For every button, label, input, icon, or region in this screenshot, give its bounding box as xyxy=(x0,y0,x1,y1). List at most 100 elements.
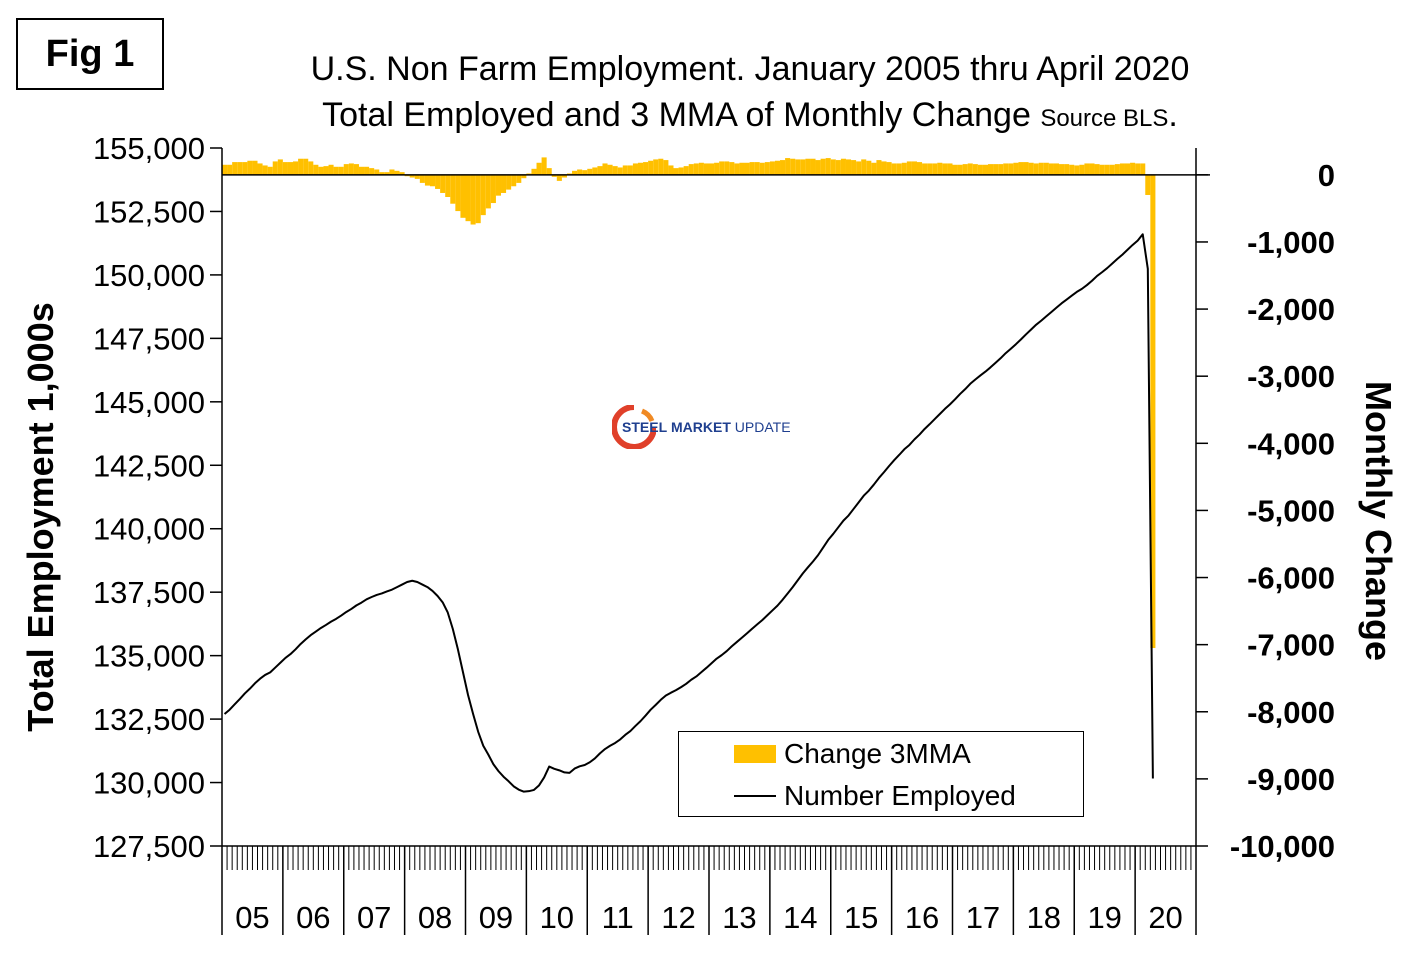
bar-change-3mma xyxy=(911,161,917,175)
x-year-label: 17 xyxy=(966,900,1000,935)
x-year-label: 15 xyxy=(844,900,878,935)
bar-change-3mma xyxy=(1074,165,1080,175)
bar-change-3mma xyxy=(227,164,233,175)
bar-change-3mma xyxy=(1033,163,1039,175)
bar-change-3mma xyxy=(399,172,405,175)
bar-change-3mma xyxy=(501,174,507,193)
bar-change-3mma xyxy=(308,161,314,175)
bar-change-3mma xyxy=(993,164,999,175)
bar-change-3mma xyxy=(429,174,436,187)
bar-change-3mma xyxy=(759,162,765,175)
bar-change-3mma xyxy=(343,164,349,175)
bar-change-3mma xyxy=(825,158,831,175)
bar-change-3mma xyxy=(693,163,699,175)
bar-change-3mma xyxy=(1099,164,1105,175)
bar-change-3mma xyxy=(490,174,496,204)
legend-label-change-3mma: Change 3MMA xyxy=(784,738,971,769)
y-right-tick-label: -8,000 xyxy=(1247,695,1335,730)
bar-change-3mma xyxy=(891,163,897,175)
bar-change-3mma xyxy=(272,161,278,175)
y-right-tick-label: -2,000 xyxy=(1247,292,1335,327)
bar-change-3mma xyxy=(384,172,390,175)
x-year-label: 07 xyxy=(357,900,391,935)
x-year-label: 08 xyxy=(418,900,452,935)
bar-change-3mma xyxy=(369,168,375,175)
bar-change-3mma xyxy=(1053,163,1060,175)
bar-change-3mma xyxy=(353,164,359,175)
bar-change-3mma xyxy=(237,162,243,175)
bar-change-3mma xyxy=(774,160,781,175)
bar-change-3mma xyxy=(516,174,522,183)
bar-change-3mma xyxy=(683,166,689,175)
bar-change-3mma xyxy=(658,158,664,175)
bar-change-3mma xyxy=(998,164,1004,175)
bar-change-3mma xyxy=(1109,164,1115,175)
bar-change-3mma xyxy=(561,174,567,178)
bar-change-3mma xyxy=(795,159,801,175)
bar-change-3mma xyxy=(1150,174,1156,649)
bar-change-3mma xyxy=(358,166,365,175)
bar-change-3mma xyxy=(957,164,963,175)
bar-change-3mma xyxy=(1124,163,1131,175)
bar-change-3mma xyxy=(815,160,821,175)
bar-change-3mma xyxy=(906,161,912,175)
y-left-tick-label: 152,500 xyxy=(93,194,205,229)
legend-label-number-employed: Number Employed xyxy=(784,780,1016,811)
bar-change-3mma xyxy=(607,164,613,175)
bar-change-3mma xyxy=(617,167,623,175)
bar-change-3mma xyxy=(323,166,329,175)
bar-change-3mma xyxy=(622,165,628,175)
bar-change-3mma xyxy=(521,174,527,179)
x-year-label: 06 xyxy=(296,900,330,935)
y-left-tick-label: 142,500 xyxy=(93,448,205,483)
chart-title-line2: Total Employed and 3 MMA of Monthly Chan… xyxy=(180,96,1320,135)
y-left-tick-label: 127,500 xyxy=(93,829,205,864)
bar-change-3mma xyxy=(414,174,420,179)
x-year-label: 19 xyxy=(1087,900,1121,935)
bar-change-3mma xyxy=(744,162,750,175)
bar-change-3mma xyxy=(440,174,446,193)
bar-change-3mma xyxy=(282,162,288,175)
bar-change-3mma xyxy=(967,163,973,175)
x-year-label: 11 xyxy=(602,900,634,935)
legend: Change 3MMA Number Employed xyxy=(678,731,1084,817)
bar-change-3mma xyxy=(703,163,709,175)
bar-change-3mma xyxy=(734,163,740,175)
bar-change-3mma xyxy=(982,164,989,175)
bar-change-3mma xyxy=(643,162,649,175)
bar-change-3mma xyxy=(455,174,461,212)
logo-swoosh-icon xyxy=(612,405,656,449)
bar-change-3mma xyxy=(901,162,907,175)
y-left-tick-label: 155,000 xyxy=(93,131,205,166)
bar-change-3mma xyxy=(805,158,811,175)
bar-change-3mma xyxy=(495,174,502,196)
bar-change-3mma xyxy=(724,161,730,175)
bar-change-3mma xyxy=(277,159,283,175)
bar-change-3mma xyxy=(1023,162,1029,175)
y-left-tick-label: 140,000 xyxy=(93,512,205,547)
bar-change-3mma xyxy=(840,158,846,175)
bar-change-3mma xyxy=(465,174,471,222)
x-year-label: 10 xyxy=(540,900,574,935)
bar-change-3mma xyxy=(1135,163,1141,175)
bar-change-3mma xyxy=(719,161,725,175)
x-year-label: 09 xyxy=(479,900,513,935)
bar-change-3mma xyxy=(673,168,679,175)
bar-change-3mma xyxy=(1079,164,1085,175)
y-right-tick-label: -3,000 xyxy=(1247,359,1335,394)
bar-change-3mma xyxy=(546,168,552,175)
bar-change-3mma xyxy=(1130,162,1136,175)
bar-change-3mma xyxy=(688,164,694,175)
logo-word-update: UPDATE xyxy=(734,419,791,435)
bar-change-3mma xyxy=(729,162,735,175)
bar-change-3mma xyxy=(1018,162,1024,175)
bar-change-3mma xyxy=(445,174,451,197)
bar-change-3mma xyxy=(536,162,542,175)
bar-change-3mma xyxy=(612,166,618,175)
legend-item-number-employed: Number Employed xyxy=(679,776,1016,816)
bar-change-3mma xyxy=(866,160,872,175)
y-right-tick-label: -4,000 xyxy=(1247,426,1335,461)
bar-change-3mma xyxy=(668,165,674,175)
bar-change-3mma xyxy=(932,163,938,175)
